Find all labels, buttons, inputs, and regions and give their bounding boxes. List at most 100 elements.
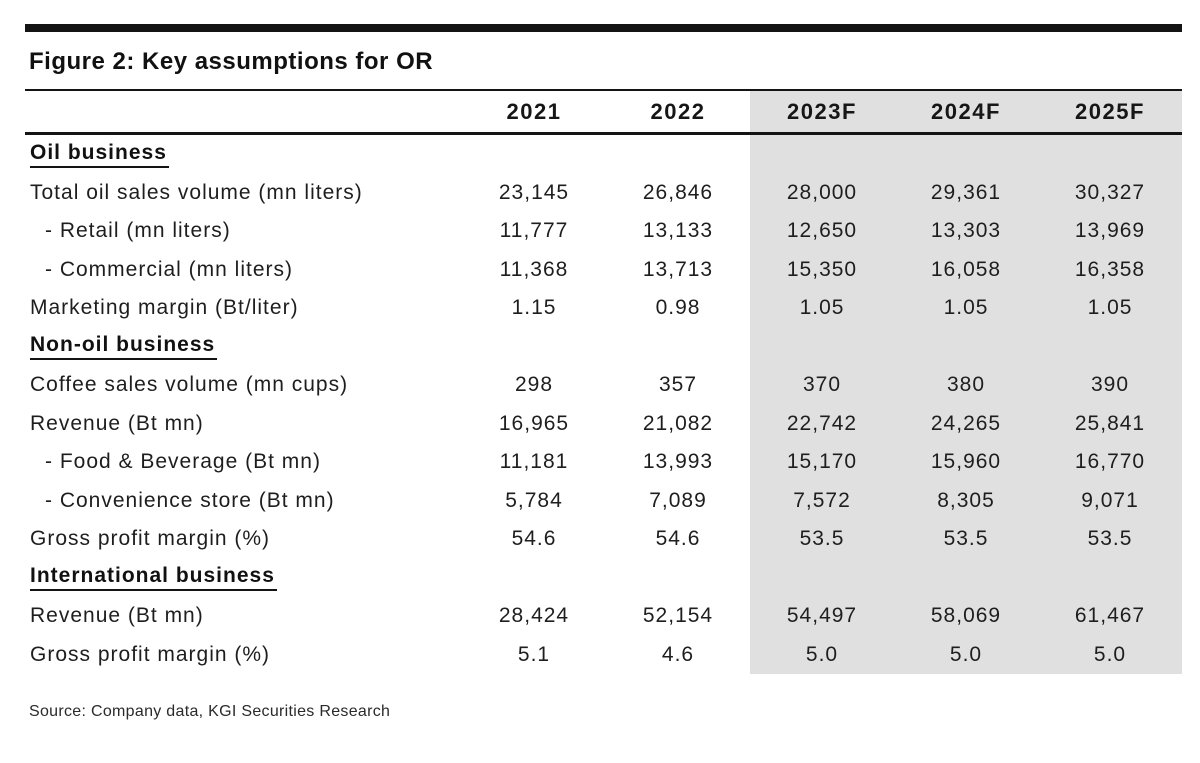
row-label: Coffee sales volume (mn cups) [30, 373, 349, 397]
table-row: Marketing margin (Bt/liter) 1.15 0.98 1.05 1… [25, 289, 1182, 328]
section-row: Non-oil business [25, 327, 1182, 367]
title-rule [25, 89, 1182, 91]
section-label-text: International business [30, 564, 277, 592]
figure-page: Figure 2: Key assumptions for OR 2021 202… [25, 24, 1182, 721]
cell-2025f [1038, 558, 1182, 597]
cell-2021: 16,965 [498, 411, 570, 435]
cell-2021: 11,777 [499, 219, 569, 243]
cell-2023f [750, 327, 894, 366]
cell-2022: 52,154 [642, 604, 714, 628]
cell-2023f: 7,572 [750, 481, 894, 520]
cell-2025f: 30,327 [1038, 173, 1182, 212]
table-row: Total oil sales volume (mn liters) 23,145… [25, 173, 1182, 212]
cell-2024f: 29,361 [894, 173, 1038, 212]
cell-2021: 11,368 [499, 257, 569, 281]
cell-2021: 28,424 [498, 604, 570, 628]
cell-2024f [894, 327, 1038, 366]
section-label-text: Non-oil business [30, 333, 218, 361]
table-header-row: 2021 2022 2023F 2024F 2025F [25, 91, 1182, 135]
cell-2024f: 24,265 [894, 404, 1038, 443]
cell-2023f: 28,000 [750, 173, 894, 212]
cell-2022 [606, 134, 750, 174]
cell-2023f [750, 558, 894, 597]
section-label: Non-oil business [25, 328, 462, 367]
section-label: Oil business [25, 134, 462, 174]
cell-2021 [462, 134, 606, 174]
section-label: International business [25, 559, 462, 598]
cell-2023f [750, 133, 894, 174]
cell-2021: 1.15 [511, 296, 557, 320]
table-row: - Convenience store (Bt mn) 5,784 7,089 7,5… [25, 481, 1182, 520]
cell-2024f: 5.0 [894, 635, 1038, 674]
cell-2022: 54.6 [655, 527, 701, 551]
assumptions-table: 2021 2022 2023F 2024F 2025F Oil business Tota… [25, 91, 1182, 674]
cell-2021: 23,145 [498, 180, 570, 204]
cell-2022: 13,713 [642, 257, 714, 281]
cell-2024f: 16,058 [894, 250, 1038, 289]
cell-2022 [606, 328, 750, 367]
section-label-text: Oil business [30, 141, 169, 168]
cell-2021 [462, 559, 606, 598]
cell-2022: 7,089 [649, 488, 707, 512]
table-row: - Food & Beverage (Bt mn) 11,181 13,993 15,… [25, 443, 1182, 482]
cell-2023f: 15,350 [750, 250, 894, 289]
row-label: - Retail (mn liters) [45, 219, 231, 243]
row-label: Gross profit margin (%) [30, 642, 271, 666]
cell-2023f: 370 [750, 366, 894, 405]
table-row: Revenue (Bt mn) 28,424 52,154 54,497 58,069 6… [25, 597, 1182, 636]
column-header-2021: 2021 [462, 91, 606, 135]
cell-2022: 21,082 [642, 411, 714, 435]
row-label: Revenue (Bt mn) [30, 411, 204, 435]
table-row: - Retail (mn liters) 11,777 13,133 12,650 13… [25, 212, 1182, 251]
cell-2024f: 58,069 [894, 597, 1038, 636]
cell-2023f: 53.5 [750, 520, 894, 559]
cell-2024f: 1.05 [894, 289, 1038, 328]
cell-2024f: 8,305 [894, 481, 1038, 520]
row-label: Gross profit margin (%) [30, 527, 271, 551]
table-row: - Commercial (mn liters) 11,368 13,713 15,3… [25, 250, 1182, 289]
cell-2025f: 25,841 [1038, 404, 1182, 443]
cell-2023f: 5.0 [750, 635, 894, 674]
cell-2025f [1038, 327, 1182, 366]
cell-2022 [606, 559, 750, 598]
cell-2021: 54.6 [511, 527, 557, 551]
table-body: Oil business Total oil sales volume (mn l… [25, 133, 1182, 674]
section-row: International business [25, 558, 1182, 598]
top-divider-bar [25, 24, 1182, 32]
table-row: Gross profit margin (%) 54.6 54.6 53.5 53.5 5… [25, 520, 1182, 559]
cell-2024f: 13,303 [894, 212, 1038, 251]
cell-2024f [894, 133, 1038, 174]
table-row: Coffee sales volume (mn cups) 298 357 370 38… [25, 366, 1182, 405]
cell-2025f: 5.0 [1038, 635, 1182, 674]
cell-2022: 13,133 [642, 219, 714, 243]
cell-2024f: 53.5 [894, 520, 1038, 559]
cell-2021: 298 [514, 373, 554, 397]
cell-2024f: 380 [894, 366, 1038, 405]
section-row: Oil business [25, 133, 1182, 174]
column-header-2023f: 2023F [750, 91, 894, 135]
table-row: Revenue (Bt mn) 16,965 21,082 22,742 24,265 2… [25, 404, 1182, 443]
cell-2021: 11,181 [499, 450, 569, 474]
cell-2022: 26,846 [642, 180, 714, 204]
column-header-2022: 2022 [606, 91, 750, 135]
cell-2025f: 53.5 [1038, 520, 1182, 559]
cell-2023f: 12,650 [750, 212, 894, 251]
cell-2024f: 15,960 [894, 443, 1038, 482]
row-label: Revenue (Bt mn) [30, 604, 204, 628]
cell-2022: 0.98 [655, 296, 701, 320]
source-note: Source: Company data, KGI Securities Res… [29, 703, 391, 720]
column-header-2025f: 2025F [1038, 91, 1182, 135]
cell-2025f: 61,467 [1038, 597, 1182, 636]
cell-2025f: 1.05 [1038, 289, 1182, 328]
cell-2023f: 22,742 [750, 404, 894, 443]
cell-2022: 357 [658, 373, 698, 397]
column-header-2024f: 2024F [894, 91, 1038, 135]
row-label: - Food & Beverage (Bt mn) [45, 450, 321, 474]
row-label: - Commercial (mn liters) [45, 257, 294, 281]
cell-2025f: 9,071 [1038, 481, 1182, 520]
cell-2021: 5.1 [517, 642, 551, 666]
cell-2023f: 15,170 [750, 443, 894, 482]
row-label: - Convenience store (Bt mn) [45, 488, 335, 512]
cell-2023f: 54,497 [750, 597, 894, 636]
cell-2025f: 13,969 [1038, 212, 1182, 251]
